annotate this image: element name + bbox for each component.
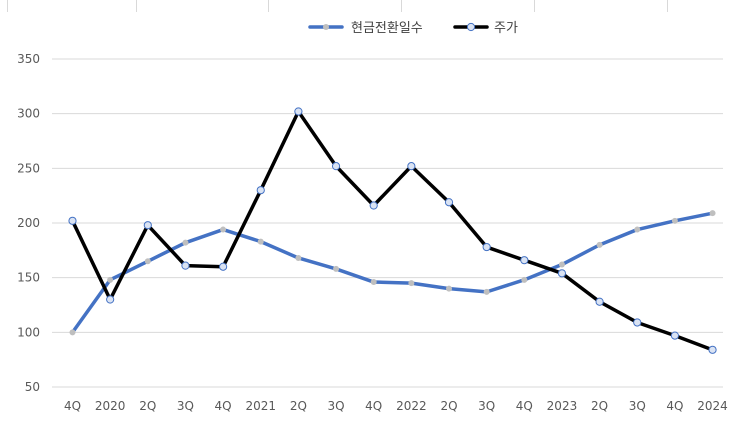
data-point xyxy=(370,279,377,286)
column-separator xyxy=(7,0,8,12)
x-tick-label: 3Q xyxy=(328,399,345,413)
data-point xyxy=(483,288,490,295)
data-point xyxy=(220,226,227,233)
x-tick-label: 2Q xyxy=(440,399,457,413)
data-point xyxy=(294,107,303,116)
x-tick-label: 4Q xyxy=(64,399,81,413)
y-tick-label: 50 xyxy=(25,380,40,394)
x-tick-label: 2Q xyxy=(290,399,307,413)
x-tick-label: 2024 xyxy=(697,399,728,413)
data-point xyxy=(708,345,717,354)
x-tick-label: 4Q xyxy=(516,399,533,413)
data-point xyxy=(444,198,454,207)
legend-label: 현금전환일수 xyxy=(351,21,423,36)
y-tick-label: 200 xyxy=(17,216,40,230)
data-point xyxy=(520,256,529,265)
column-separator xyxy=(667,0,668,12)
y-tick-label: 250 xyxy=(17,161,40,175)
data-point xyxy=(107,276,114,283)
data-point xyxy=(557,269,567,278)
data-point xyxy=(595,297,604,306)
data-point xyxy=(181,261,190,270)
column-separator xyxy=(136,0,137,12)
data-point xyxy=(521,276,528,283)
y-tick-label: 150 xyxy=(17,271,40,285)
legend-marker xyxy=(466,22,476,32)
y-tick-label: 300 xyxy=(17,107,40,121)
x-tick-label: 2Q xyxy=(591,399,608,413)
data-point xyxy=(257,238,264,245)
column-separator xyxy=(534,0,535,12)
data-point xyxy=(596,241,603,248)
x-tick-label: 2023 xyxy=(547,399,578,413)
data-point xyxy=(671,217,678,224)
x-tick-label: 2022 xyxy=(396,399,427,413)
y-tick-label: 350 xyxy=(17,52,40,66)
x-tick-label: 3Q xyxy=(478,399,495,413)
x-tick-label: 3Q xyxy=(177,399,194,413)
series-line xyxy=(70,211,715,335)
x-tick-label: 4Q xyxy=(365,399,382,413)
data-point xyxy=(144,258,151,265)
legend-label: 주가 xyxy=(494,21,518,36)
data-point xyxy=(69,329,76,336)
data-point xyxy=(68,216,77,225)
data-point xyxy=(446,285,452,292)
data-point xyxy=(143,221,152,230)
data-point xyxy=(331,162,341,171)
data-point xyxy=(709,210,716,217)
data-point xyxy=(670,331,680,340)
y-tick-label: 100 xyxy=(17,325,40,339)
data-point xyxy=(256,186,265,195)
legend-marker xyxy=(323,24,329,30)
data-point xyxy=(295,254,302,261)
x-tick-label: 4Q xyxy=(215,399,232,413)
x-tick-label: 2021 xyxy=(245,399,276,413)
column-separator xyxy=(401,0,402,12)
data-point xyxy=(369,201,378,210)
x-tick-label: 2020 xyxy=(95,399,126,413)
column-separator xyxy=(268,0,269,12)
data-point xyxy=(333,265,340,272)
series-line xyxy=(70,109,715,352)
data-point xyxy=(182,239,189,246)
data-point xyxy=(106,295,115,304)
data-point xyxy=(633,318,642,327)
x-tick-label: 4Q xyxy=(666,399,683,413)
data-point xyxy=(634,226,641,233)
data-point xyxy=(558,261,565,268)
data-point xyxy=(219,262,228,271)
x-tick-label: 2Q xyxy=(139,399,156,413)
data-point xyxy=(408,280,415,287)
data-point xyxy=(482,242,491,252)
x-tick-label: 3Q xyxy=(629,399,646,413)
data-point xyxy=(407,162,416,171)
